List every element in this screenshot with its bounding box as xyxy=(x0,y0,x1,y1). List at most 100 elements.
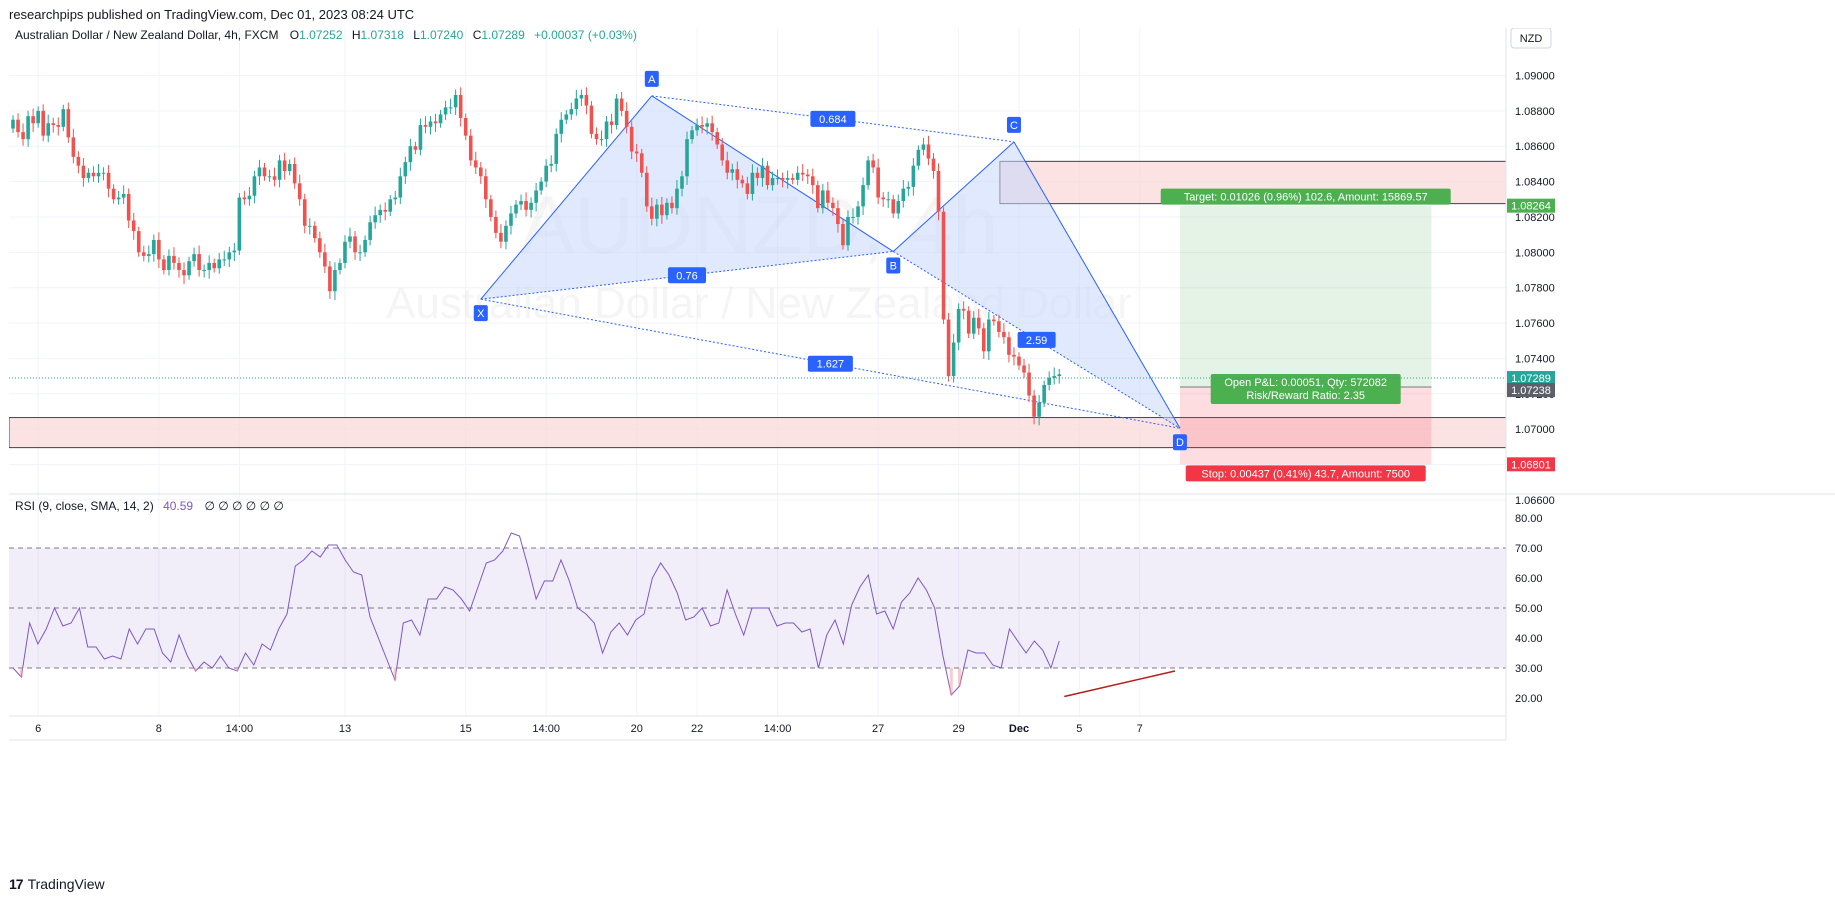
current-price-badge-text: 1.07289 xyxy=(1511,373,1551,385)
chart-svg[interactable]: AUDNZD, 4h Australian Dollar / New Zeala… xyxy=(9,27,1835,868)
time-tick-label: 14:00 xyxy=(764,723,792,735)
rsi-divergence-line[interactable] xyxy=(1064,670,1176,698)
candle-body xyxy=(976,317,981,329)
pattern-ratio-text: 0.76 xyxy=(676,270,697,282)
candle-body xyxy=(1012,354,1016,357)
candle-body xyxy=(775,178,780,180)
position-stop-label-text: Stop: 0.00437 (0.41%) 43.7, Amount: 7500 xyxy=(1201,468,1410,480)
candle-body xyxy=(981,328,986,352)
pattern-point-a[interactable]: A xyxy=(644,70,659,87)
chart-frame[interactable]: AUDNZD, 4h Australian Dollar / New Zeala… xyxy=(9,27,1835,868)
candle-body xyxy=(524,201,528,210)
target-price-badge: 1.08264 xyxy=(1507,198,1555,213)
candle-body xyxy=(1022,365,1026,373)
candle-body xyxy=(544,165,548,182)
time-tick-label: 8 xyxy=(156,723,162,735)
candle-body xyxy=(1052,376,1057,378)
pattern-point-x[interactable]: X xyxy=(473,305,488,322)
candle-body xyxy=(660,204,664,216)
candle-body xyxy=(217,259,222,269)
candle-body xyxy=(901,188,906,202)
pattern-point-d[interactable]: D xyxy=(1172,434,1187,451)
candle-body xyxy=(705,123,709,127)
candle-body xyxy=(36,110,40,124)
candle-body xyxy=(96,172,101,177)
candle-body xyxy=(383,209,388,212)
candle-body xyxy=(795,172,800,180)
candle-body xyxy=(549,163,554,166)
candle-body xyxy=(448,107,453,109)
candle-body xyxy=(821,190,825,209)
candle-body xyxy=(760,165,765,179)
candle-body xyxy=(931,158,936,171)
candle-body xyxy=(710,123,714,133)
candle-body xyxy=(313,225,317,239)
candle-body xyxy=(639,153,644,173)
candle-body xyxy=(665,202,669,216)
candle-body xyxy=(896,201,901,214)
candle-body xyxy=(333,270,337,292)
candle-body xyxy=(46,123,51,136)
rsi-legend-label: RSI (9, close, SMA, 14, 2) xyxy=(15,499,154,513)
pattern-triangle-xab xyxy=(480,95,894,300)
candle-body xyxy=(162,259,166,271)
candle-body xyxy=(619,98,624,111)
pattern-point-text: X xyxy=(477,308,485,320)
candle-body xyxy=(861,185,865,207)
candle-body xyxy=(670,202,674,209)
candle-body xyxy=(458,94,463,118)
pattern-point-b[interactable]: B xyxy=(886,257,901,274)
pattern-ratio-line xyxy=(480,298,1181,429)
candle-body xyxy=(81,165,86,179)
candle-body xyxy=(242,197,247,200)
pattern-ratio-line xyxy=(480,250,894,300)
rsi-tick-label: 20.00 xyxy=(1515,693,1543,705)
candle-body xyxy=(61,109,66,127)
position-layer[interactable]: Target: 0.01026 (0.96%) 102.6, Amount: 1… xyxy=(1160,188,1451,482)
candle-body xyxy=(831,202,835,209)
candle-body xyxy=(690,130,694,140)
candle-body xyxy=(856,206,860,217)
candle-body xyxy=(348,236,352,242)
candle-body xyxy=(851,216,855,218)
zones-layer xyxy=(9,160,1506,449)
candle-body xyxy=(1017,356,1021,366)
legend-close: 1.07289 xyxy=(481,28,525,42)
position-stop-label: Stop: 0.00437 (0.41%) 43.7, Amount: 7500 xyxy=(1185,465,1426,482)
candle-body xyxy=(494,216,498,233)
rsi-tick-label: 50.00 xyxy=(1515,603,1543,615)
pattern-ratio-label: 0.76 xyxy=(668,267,707,284)
candle-body xyxy=(121,193,126,198)
candle-body xyxy=(378,209,382,216)
candle-body xyxy=(715,132,719,145)
harmonic-pattern[interactable]: 0.684 0.76 2.59 1.627 X A B C D xyxy=(473,70,1187,451)
price-tick-label: 1.06600 xyxy=(1515,495,1555,507)
candle-body xyxy=(911,165,916,187)
time-tick-label: 14:00 xyxy=(532,723,560,735)
position-pnl-text: Open P&L: 0.00051, Qty: 572082 xyxy=(1224,377,1387,389)
candle-body xyxy=(393,197,398,200)
candle-body xyxy=(257,167,262,177)
legend-change: +0.00037 (+0.03%) xyxy=(534,28,637,42)
pattern-point-c[interactable]: C xyxy=(1006,116,1021,133)
time-tick-label: 20 xyxy=(631,723,643,735)
rsi-panel[interactable] xyxy=(9,532,1506,698)
candle-body xyxy=(31,116,35,124)
candle-body xyxy=(147,254,151,256)
footer[interactable]: 17 TradingView xyxy=(9,874,105,894)
candle-body xyxy=(564,114,569,120)
legend-high-label: H xyxy=(352,28,361,42)
candle-body xyxy=(1027,372,1031,396)
candle-body xyxy=(363,239,367,253)
candle-body xyxy=(921,144,926,150)
candle-body xyxy=(499,232,503,242)
price-tick-label: 1.07600 xyxy=(1515,318,1555,330)
candle-body xyxy=(343,241,347,263)
position-target-area[interactable] xyxy=(1179,205,1432,388)
time-tick-label: 6 xyxy=(35,723,41,735)
currency-box[interactable]: NZD xyxy=(1510,27,1552,49)
candle-body xyxy=(21,132,25,140)
candle-body xyxy=(358,252,362,254)
candle-body xyxy=(886,199,891,201)
candle-body xyxy=(805,174,810,177)
